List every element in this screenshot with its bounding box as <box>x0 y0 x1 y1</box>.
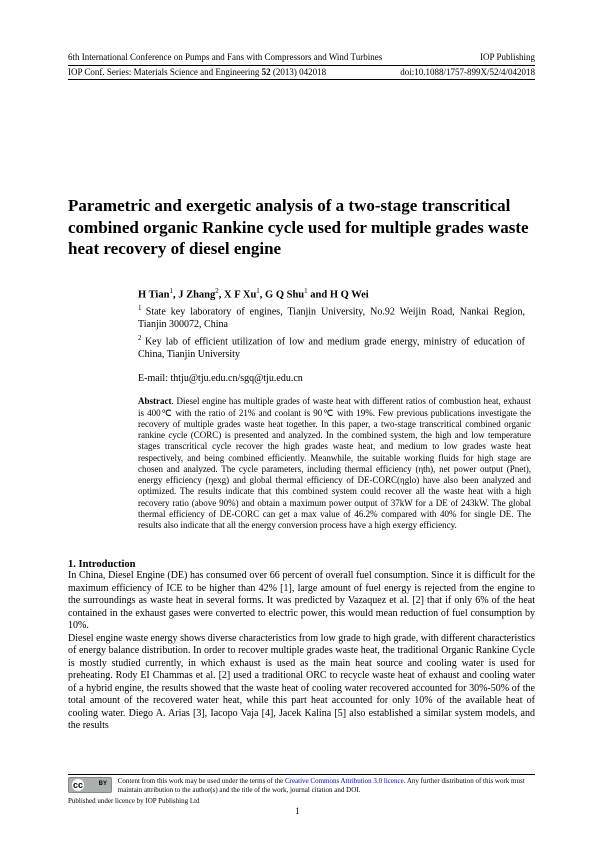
page-number: 1 <box>295 806 300 816</box>
doi: doi:10.1088/1757-899X/52/4/042018 <box>400 67 535 79</box>
published-under-licence: Published under licence by IOP Publishin… <box>68 797 535 806</box>
running-header: 6th International Conference on Pumps an… <box>68 52 535 80</box>
intro-paragraph-1: In China, Diesel Engine (DE) has consume… <box>68 570 535 633</box>
cc-license-link[interactable]: Creative Commons Attribution 3.0 licence <box>285 777 404 785</box>
conference-name: 6th International Conference on Pumps an… <box>68 52 382 64</box>
author-list: H Tian1, J Zhang2, X F Xu1, G Q Shu1 and… <box>138 287 535 301</box>
affiliation-2: 2 Key lab of efficient utilization of lo… <box>138 334 535 361</box>
affiliation-1: 1 State key laboratory of engines, Tianj… <box>138 304 535 331</box>
abstract: Abstract. Diesel engine has multiple gra… <box>138 396 535 531</box>
abstract-label: Abstract <box>138 396 172 406</box>
corresponding-email: E-mail: thtju@tju.edu.cn/sgq@tju.edu.cn <box>138 373 535 384</box>
article-title: Parametric and exergetic analysis of a t… <box>68 195 535 259</box>
abstract-text: . Diesel engine has multiple grades of w… <box>138 396 531 530</box>
series-info: IOP Conf. Series: Materials Science and … <box>68 67 326 79</box>
publisher-name: IOP Publishing <box>480 52 535 64</box>
section-1-heading: 1. Introduction <box>68 559 535 570</box>
cc-by-badge-icon <box>68 777 112 793</box>
license-text: Content from this work may be used under… <box>118 777 528 795</box>
intro-paragraph-2: Diesel engine waste energy shows diverse… <box>68 633 535 733</box>
page-footer: Content from this work may be used under… <box>68 774 535 806</box>
